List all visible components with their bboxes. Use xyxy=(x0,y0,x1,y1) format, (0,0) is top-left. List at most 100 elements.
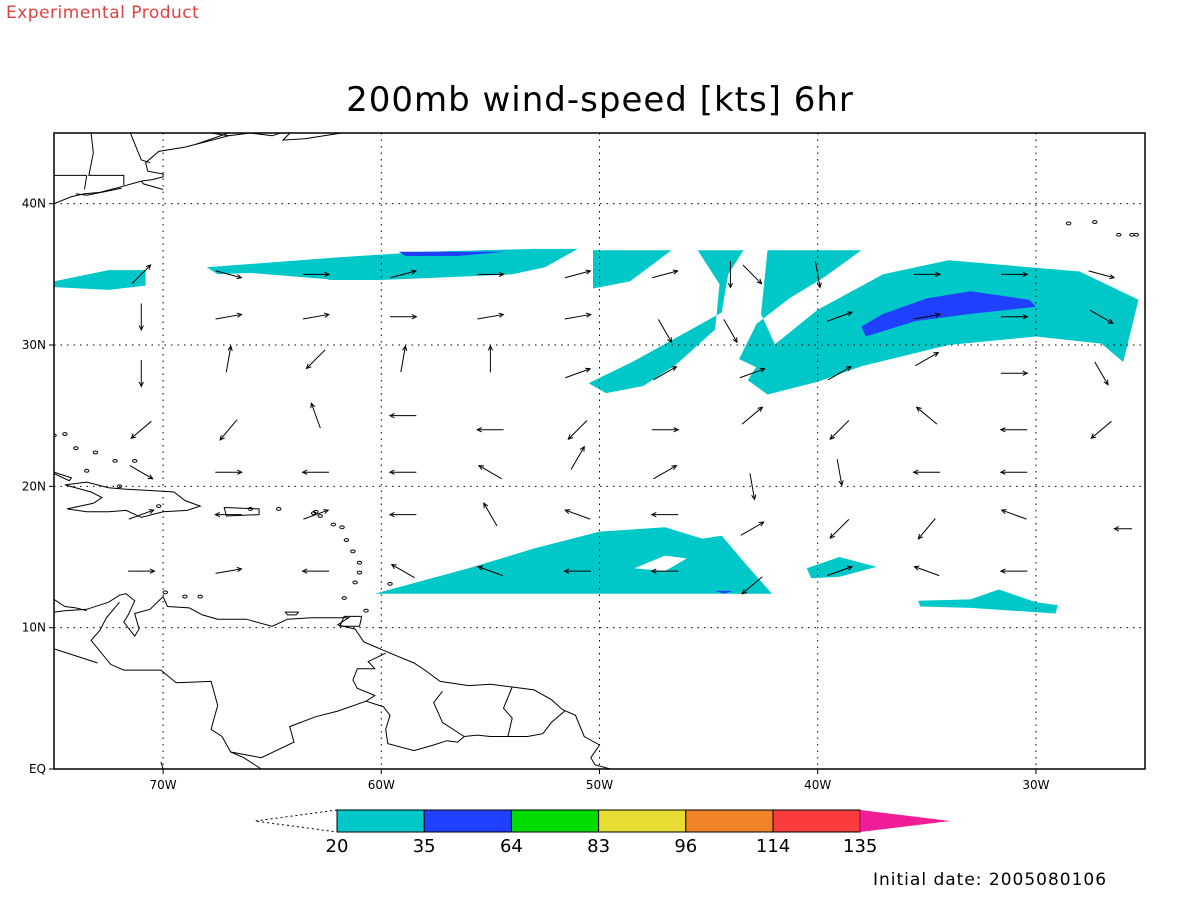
wind-speed-shading xyxy=(54,248,1139,614)
wind-arrow xyxy=(477,271,505,277)
wind-arrow xyxy=(225,345,233,373)
colorbar-label: 114 xyxy=(756,836,790,857)
wind-arrow xyxy=(564,312,592,320)
state-border xyxy=(140,180,164,190)
wind-area-35-64kt xyxy=(398,251,506,256)
wind-arrow xyxy=(388,413,417,419)
country-border xyxy=(507,710,565,737)
wind-arrow xyxy=(388,469,417,475)
island xyxy=(0,508,26,518)
wind-arrow xyxy=(1094,361,1109,386)
colorbar-swatch xyxy=(685,809,774,833)
wind-arrow xyxy=(400,345,408,373)
colorbar-below-triangle xyxy=(254,809,338,833)
wind-arrow xyxy=(301,469,330,475)
island xyxy=(284,611,300,616)
wind-arrow xyxy=(130,420,152,440)
wind-area-below-20kt xyxy=(634,555,687,572)
map-title: 200mb wind-speed [kts] 6hr xyxy=(346,80,854,120)
country-border xyxy=(90,601,386,759)
coastline xyxy=(54,593,611,769)
longitude-label: 70W xyxy=(150,778,177,792)
small-island xyxy=(1129,232,1135,237)
small-island xyxy=(132,458,138,463)
wind-arrow xyxy=(1000,271,1029,277)
wind-arrow xyxy=(214,511,242,518)
experimental-product-banner: Experimental Product xyxy=(6,3,200,23)
wind-arrow xyxy=(476,427,504,433)
country-border xyxy=(365,690,466,752)
coastline xyxy=(75,187,122,196)
wind-arrow xyxy=(138,303,144,332)
colorbar-label: 135 xyxy=(843,836,877,857)
wind-arrow xyxy=(826,565,854,577)
small-island xyxy=(1133,232,1139,237)
coastlines xyxy=(0,110,1139,769)
small-island xyxy=(62,432,68,436)
small-island xyxy=(387,581,393,586)
wind-area-20-35kt xyxy=(739,250,862,371)
small-island xyxy=(1065,221,1072,226)
wind-arrow xyxy=(390,269,417,279)
colorbar-swatch xyxy=(772,809,861,833)
wind-arrow xyxy=(487,344,494,373)
latitude-label: 30N xyxy=(22,338,46,352)
wind-arrow xyxy=(723,319,738,344)
small-island xyxy=(330,522,336,527)
small-island xyxy=(162,590,168,595)
wind-arrow xyxy=(913,565,940,577)
wind-arrow xyxy=(917,518,936,540)
wind-arrow xyxy=(1088,270,1116,280)
longitude-label: 30W xyxy=(1022,778,1049,792)
wind-arrow xyxy=(749,473,757,501)
wind-arrow xyxy=(303,509,330,520)
latitude-label: 20N xyxy=(22,479,46,493)
wind-arrow xyxy=(477,465,503,480)
wind-area-35-64kt xyxy=(861,291,1036,337)
small-island xyxy=(1116,232,1122,237)
wind-arrow xyxy=(131,264,152,285)
wind-arrow xyxy=(1000,370,1029,376)
axis-ticks: 40N 30N 20N 10N EQ 70W 60W 50W 40W 30W xyxy=(22,197,1050,792)
small-island xyxy=(276,507,282,511)
small-island xyxy=(156,504,162,509)
wind-arrow xyxy=(651,427,680,433)
country-border xyxy=(160,761,164,769)
small-island xyxy=(317,514,323,518)
coastline xyxy=(54,133,251,205)
colorbar-label: 96 xyxy=(674,836,697,857)
latitude-label: 40N xyxy=(22,197,46,211)
colorbar-label: 20 xyxy=(326,836,349,857)
wind-arrow xyxy=(565,367,592,379)
wind-arrow xyxy=(1113,526,1132,532)
wind-area-20-35kt xyxy=(326,248,578,280)
wind-arrow xyxy=(310,402,321,429)
island xyxy=(339,615,363,627)
wind-arrow xyxy=(477,312,505,320)
small-island xyxy=(73,446,79,451)
wind-arrow xyxy=(742,264,763,285)
colorbar: 20 35 64 83 96 114 135 xyxy=(254,809,951,857)
wind-arrow xyxy=(301,568,330,574)
wind-arrow xyxy=(653,465,678,480)
state-border xyxy=(88,133,125,186)
wind-arrow xyxy=(829,420,850,440)
small-island xyxy=(356,570,363,575)
wind-arrow xyxy=(302,271,331,277)
longitude-label: 40W xyxy=(804,778,831,792)
wind-arrow xyxy=(912,469,940,475)
wind-arrow xyxy=(913,271,942,277)
colorbar-swatch xyxy=(598,809,687,833)
wind-arrow xyxy=(215,312,243,320)
wind-arrow xyxy=(567,420,588,440)
wind-arrow xyxy=(483,502,498,527)
longitude-label: 50W xyxy=(586,778,613,792)
wind-area-20-35kt xyxy=(588,250,744,394)
coastline xyxy=(54,648,98,664)
small-island xyxy=(343,538,350,542)
coastline xyxy=(360,110,386,119)
country-border xyxy=(230,751,262,769)
wind-arrow xyxy=(388,511,417,518)
colorbar-swatch xyxy=(510,809,600,833)
wind-area-35-64kt xyxy=(715,590,733,594)
